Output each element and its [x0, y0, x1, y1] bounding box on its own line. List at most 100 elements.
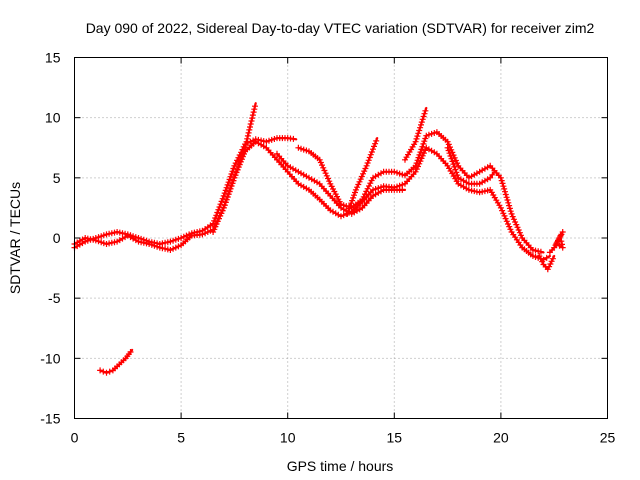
series-markers: [178, 234, 193, 249]
y-tick-label: 15: [45, 50, 61, 66]
series-markers: [327, 207, 342, 218]
series-markers: [316, 180, 332, 197]
series-markers: [536, 253, 546, 265]
grid: [74, 57, 608, 419]
series-markers: [167, 243, 182, 253]
series-markers: [274, 156, 289, 173]
series-markers: [306, 174, 320, 186]
y-tick-label: -5: [48, 290, 61, 306]
series-markers: [391, 168, 406, 178]
series-markers: [363, 137, 380, 169]
series-markers: [455, 162, 470, 179]
series-markers: [487, 171, 496, 181]
series-markers: [402, 171, 417, 187]
series-markers: [455, 174, 470, 186]
series-markers: [455, 180, 470, 192]
series-markers: [444, 144, 461, 179]
series-markers: [359, 177, 375, 203]
series-markers: [540, 261, 549, 270]
x-tick-label: 0: [71, 430, 79, 446]
series-track-7: [274, 150, 407, 217]
y-tick-label: 5: [53, 170, 61, 186]
series-markers: [316, 156, 333, 185]
series-markers: [135, 235, 150, 244]
series-markers: [546, 247, 556, 256]
series-markers: [519, 244, 534, 258]
series-markers: [92, 232, 107, 241]
x-tick-label: 20: [493, 430, 509, 446]
series-markers: [359, 195, 374, 211]
series-markers: [402, 141, 418, 163]
series-markers: [242, 140, 257, 155]
series-markers: [508, 229, 524, 248]
series-markers: [242, 103, 258, 151]
chart-title: Day 090 of 2022, Sidereal Day-to-day VTE…: [86, 20, 595, 36]
series-markers: [391, 186, 406, 193]
series-markers: [82, 235, 97, 245]
x-axis-label: GPS time / hours: [287, 458, 394, 474]
series-markers: [274, 150, 289, 167]
series-markers: [370, 170, 384, 181]
series-markers: [295, 144, 310, 154]
series-track-11: [97, 348, 134, 376]
series-markers: [348, 198, 364, 211]
series-markers: [284, 168, 300, 185]
series-track-10: [536, 253, 556, 273]
series-markers: [370, 188, 384, 199]
series-markers: [497, 174, 514, 215]
series-track-8: [444, 144, 496, 187]
series-track-2: [71, 135, 298, 251]
series-markers: [220, 177, 237, 211]
x-tick-label: 5: [177, 430, 185, 446]
series-markers: [284, 135, 297, 142]
series-markers: [433, 150, 449, 167]
series-markers: [423, 130, 438, 139]
series-markers: [263, 136, 278, 145]
series-markers: [316, 196, 332, 212]
series-markers: [544, 255, 556, 273]
series-markers: [465, 170, 480, 181]
series-markers: [231, 143, 247, 169]
series-markers: [199, 227, 214, 238]
series-markers: [412, 107, 429, 145]
series-markers: [558, 238, 566, 251]
series-markers: [476, 176, 491, 187]
series-markers: [114, 234, 129, 245]
series-markers: [487, 186, 503, 209]
series-markers: [306, 186, 321, 201]
series-markers: [210, 207, 226, 235]
y-tick-label: 10: [45, 110, 61, 126]
series-track-1: [71, 138, 551, 263]
series-markers: [433, 129, 449, 143]
series-markers: [412, 135, 429, 169]
series-markers: [327, 180, 343, 205]
x-tick-label: 25: [600, 430, 616, 446]
axis-ticks: 0 5 10 15 20 25 -15 -10 -5 0 5 10 15: [40, 50, 615, 446]
series-markers: [178, 231, 193, 241]
series-markers: [284, 162, 299, 174]
series-markers: [231, 147, 248, 181]
y-axis-label: SDTVAR / TECUs: [7, 182, 23, 294]
series-markers: [540, 254, 550, 263]
series-markers: [423, 144, 438, 156]
series-track-9: [546, 229, 566, 256]
series-markers: [103, 368, 113, 376]
series-markers: [348, 206, 363, 217]
series-markers: [497, 204, 514, 233]
y-tick-label: -10: [40, 350, 60, 366]
series-markers: [327, 192, 342, 209]
y-tick-label: 0: [53, 230, 61, 246]
series-markers: [444, 162, 460, 185]
series-markers: [295, 168, 310, 180]
series-markers: [553, 241, 563, 249]
series-markers: [508, 210, 524, 239]
series-markers: [306, 148, 321, 162]
series-markers: [352, 165, 369, 193]
x-tick-label: 15: [387, 430, 403, 446]
series-markers: [412, 147, 429, 175]
series-track-3: [210, 102, 258, 235]
x-tick-label: 10: [280, 430, 296, 446]
data-series: [71, 102, 566, 376]
series-track-6: [402, 106, 429, 163]
